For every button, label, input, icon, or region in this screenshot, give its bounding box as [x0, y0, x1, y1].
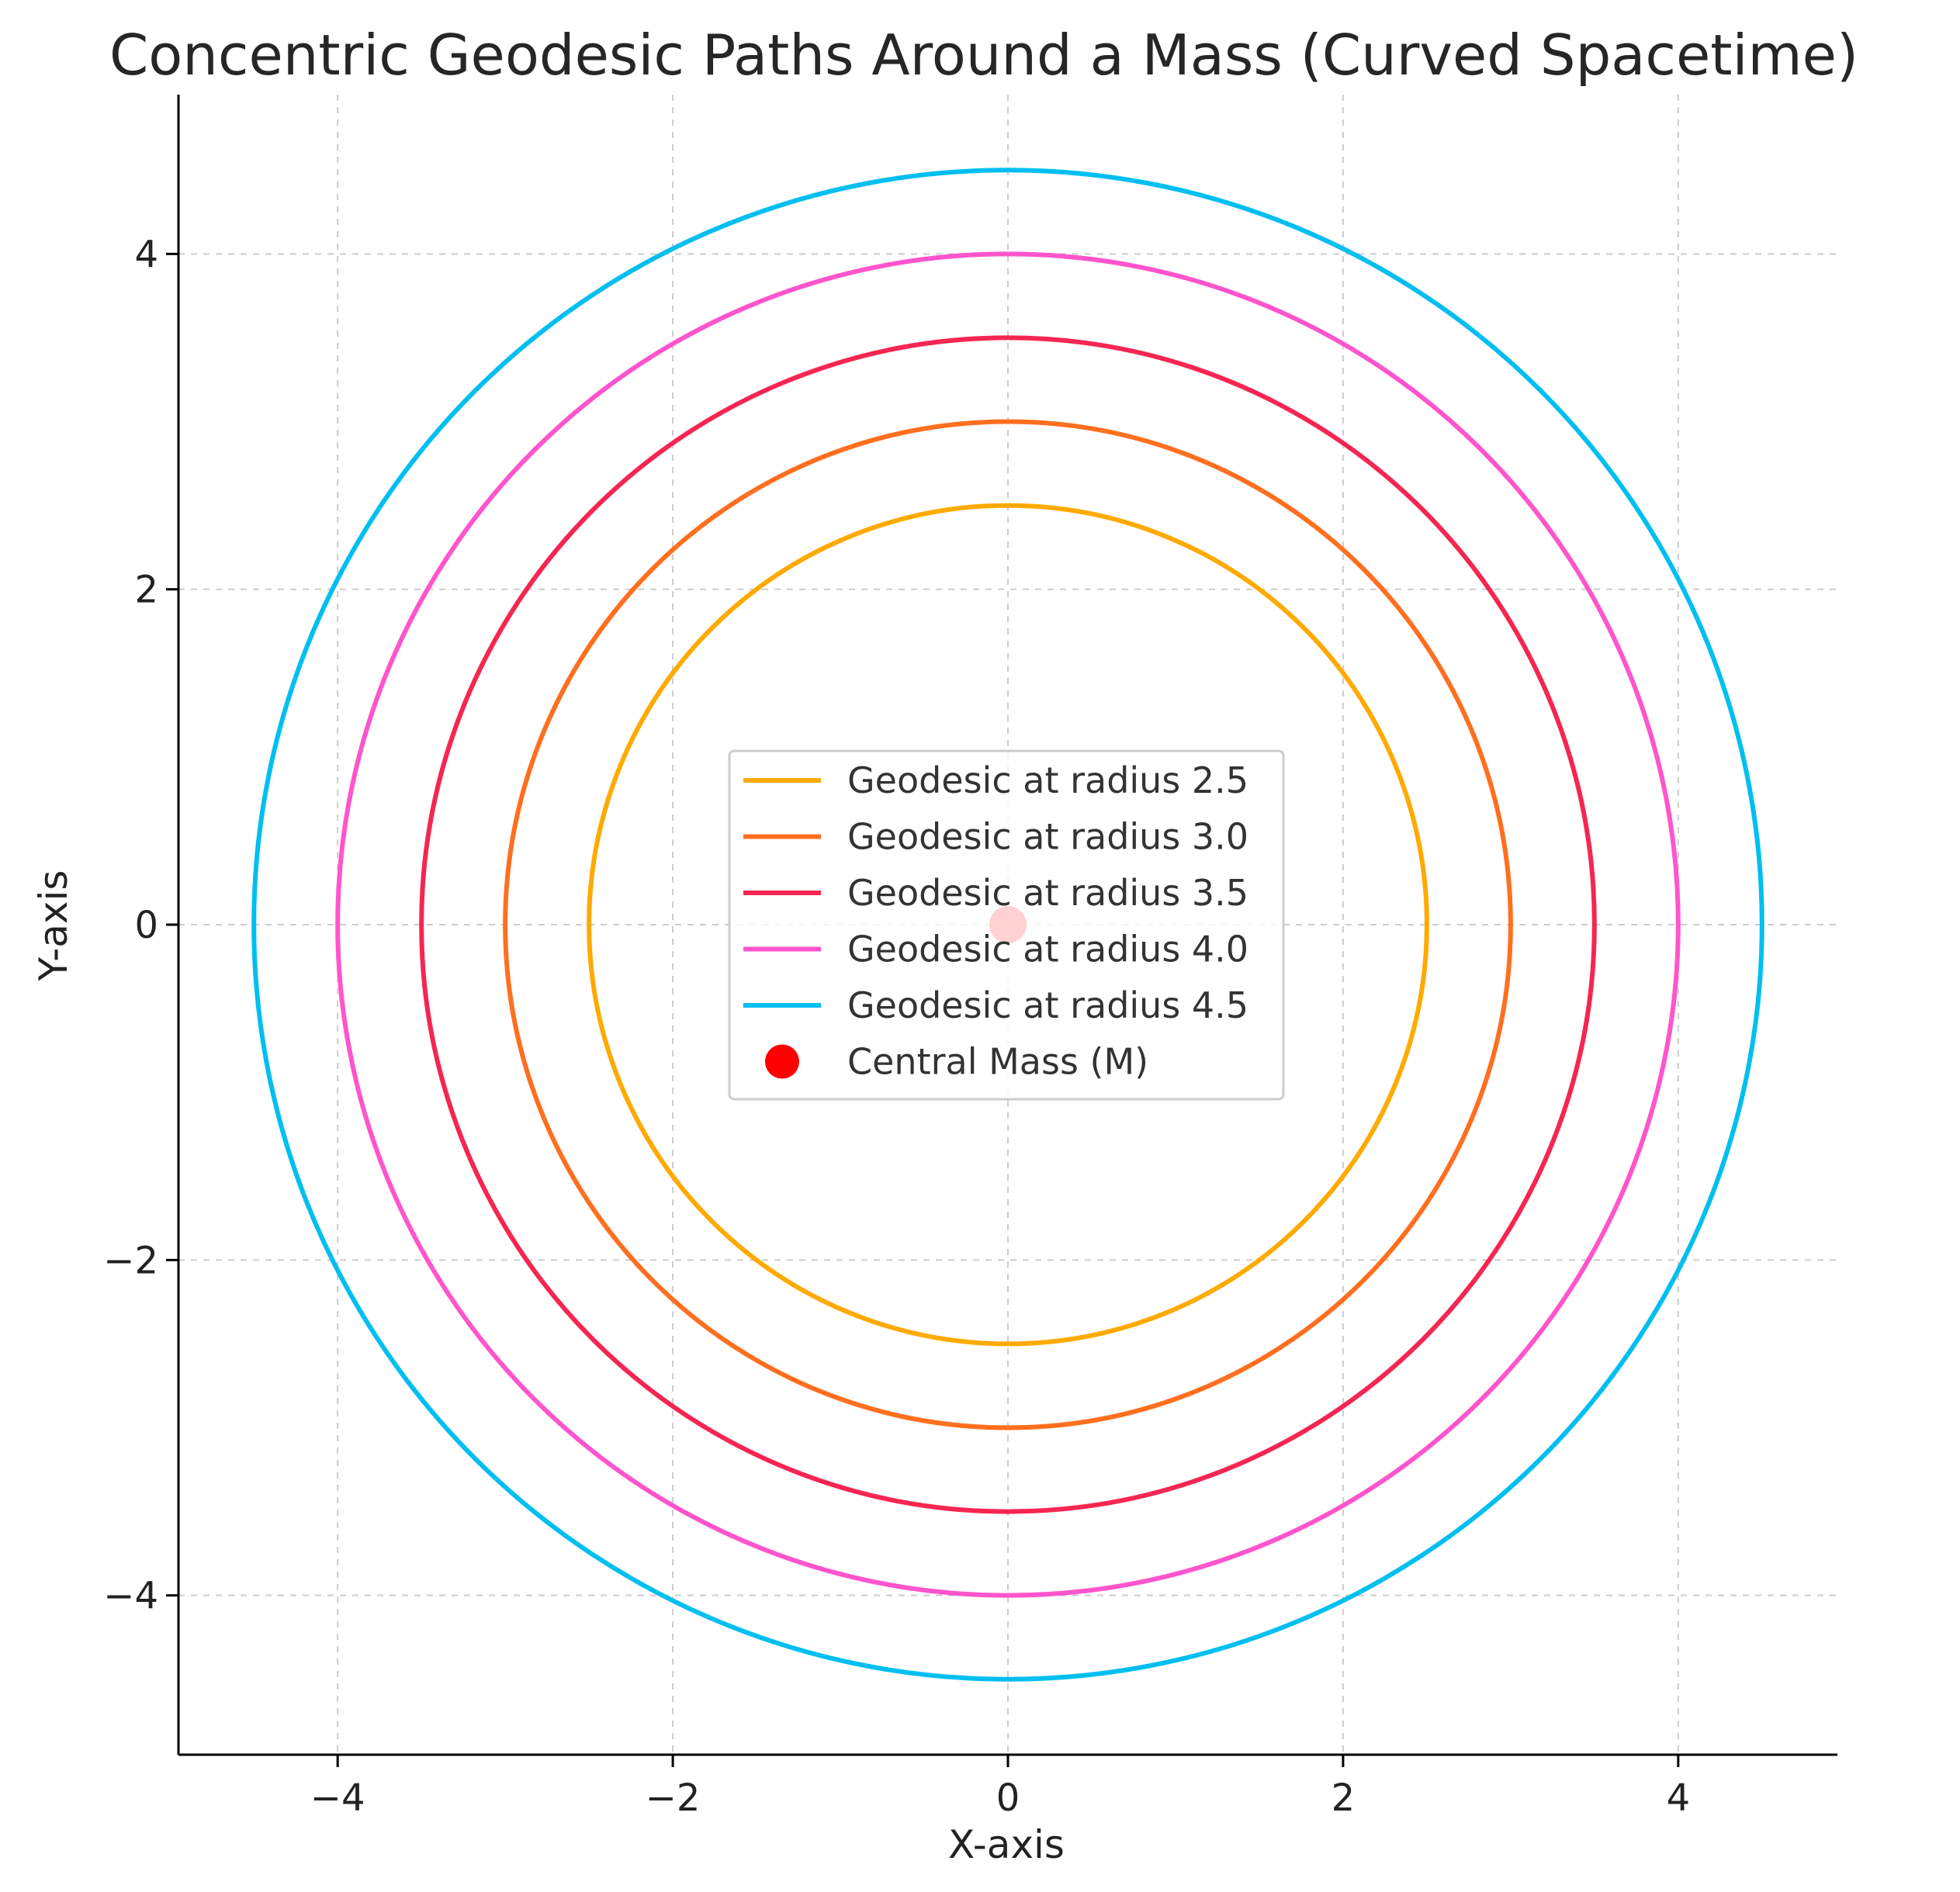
x-tick-label: 2 [1331, 1776, 1356, 1820]
legend-label: Geodesic at radius 4.5 [847, 984, 1248, 1026]
y-axis-label: Y-axis [31, 870, 76, 982]
legend-label: Central Mass (M) [847, 1041, 1148, 1083]
geodesic-circle [251, 168, 1764, 1682]
grid [178, 95, 1837, 1755]
legend-frame [728, 749, 1285, 1101]
x-tick-label: −4 [310, 1776, 365, 1820]
y-tick-label: 2 [134, 569, 158, 612]
x-tick-label: 0 [996, 1776, 1020, 1820]
legend-label: Geodesic at radius 2.5 [847, 759, 1248, 801]
geodesic-circle [419, 335, 1597, 1514]
y-tick-label: 0 [134, 904, 158, 947]
legend-marker-swatch [765, 1044, 799, 1079]
ticks: −4 −2 0 2 4 −4 −2 0 2 4 [103, 233, 1690, 1820]
x-tick-label: −2 [646, 1776, 701, 1820]
y-tick-label: −2 [103, 1239, 158, 1282]
legend-label: Geodesic at radius 3.5 [847, 872, 1248, 914]
y-tick-label: −4 [103, 1575, 158, 1618]
y-tick-label: 4 [134, 233, 158, 276]
legend-label: Geodesic at radius 4.0 [847, 929, 1248, 970]
geodesic-circle [503, 419, 1513, 1430]
legend-label: Geodesic at radius 3.0 [847, 816, 1248, 858]
x-axis-label: X-axis [948, 1822, 1065, 1867]
chart-title: Concentric Geodesic Paths Around a Mass … [109, 22, 1858, 88]
geodesic-circle [335, 251, 1681, 1598]
x-tick-label: 4 [1667, 1776, 1691, 1820]
legend: Geodesic at radius 2.5 Geodesic at radius… [728, 749, 1285, 1101]
geodesic-circle [587, 503, 1429, 1347]
